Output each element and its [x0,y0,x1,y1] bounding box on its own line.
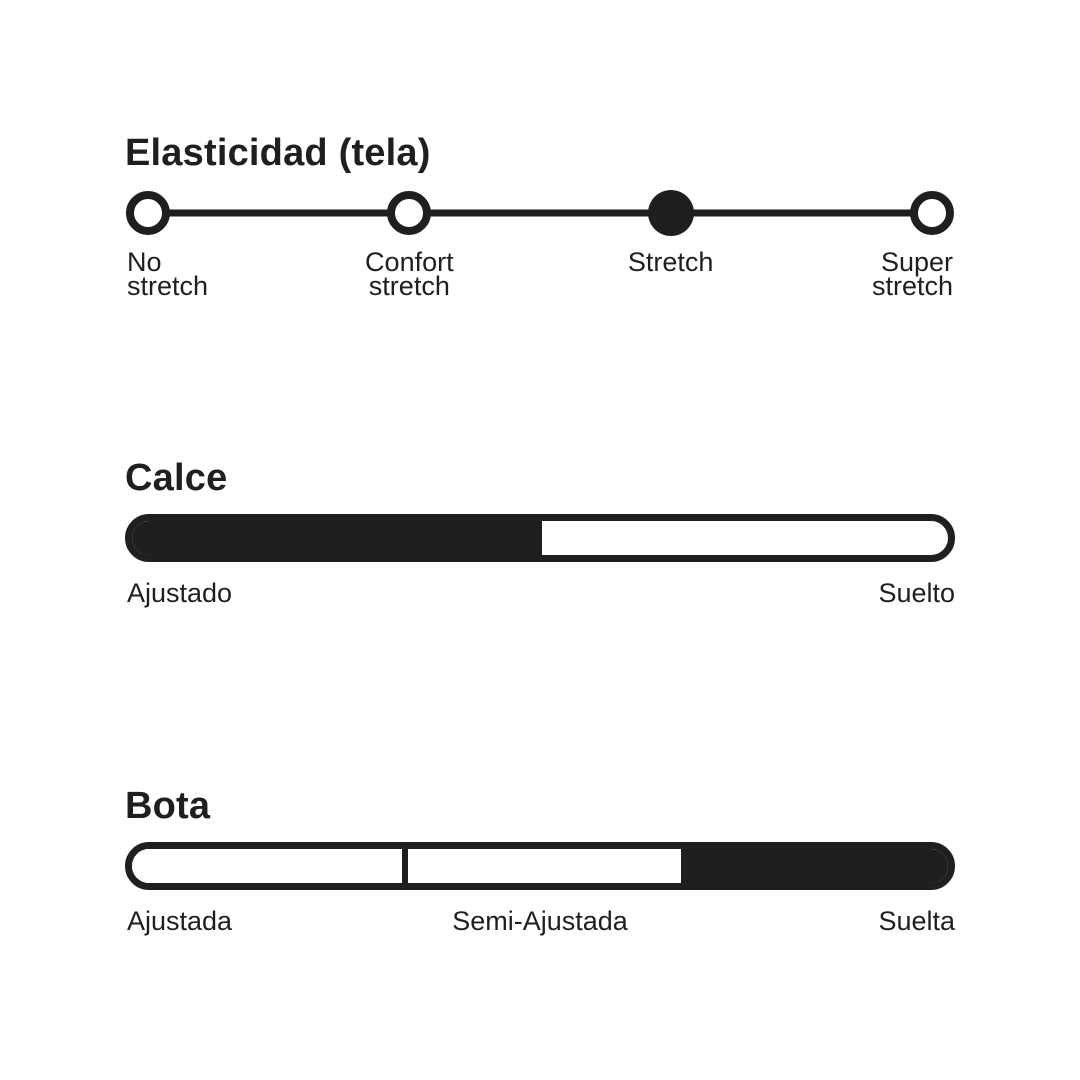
fit-bar-labels: Ajustado Suelto [125,578,955,610]
scale-label-confort-stretch: Confort stretch [365,247,454,301]
boot-segment-semi-ajustada [408,849,681,883]
boot-section: Bota Ajustada Semi-Ajustada Suelta [125,783,955,938]
boot-title: Bota [125,785,211,827]
elasticity-section: Elasticidad (tela) No stretch Confort st… [125,130,955,312]
elasticity-title: Elasticidad (tela) [125,132,431,174]
scale-label-line: Super [880,247,953,277]
scale-point-super-stretch [910,191,954,235]
fit-section: Calce Ajustado Suelto [125,455,955,610]
scale-track [126,188,954,238]
boot-segment-suelta [680,849,948,883]
fit-bar [125,514,955,562]
scale-label-stretch: Stretch [627,247,714,277]
boot-label-ajustada: Ajustada [127,906,233,936]
scale-label-line: stretch [368,271,450,301]
elasticity-scale-labels: No stretch Confort stretch Stretch Super… [125,247,955,312]
scale-label-no-stretch: No stretch [127,247,209,301]
elasticity-scale [125,188,955,238]
fit-label-max: Suelto [878,578,955,608]
scale-label-line: No [127,247,162,277]
boot-segment-ajustada [132,849,403,883]
scale-point-no-stretch [126,191,170,235]
fit-label-min: Ajustado [127,578,233,608]
boot-label-suelta: Suelta [878,906,955,936]
scale-label-line: Confort [365,247,454,277]
scale-label-line: stretch [127,271,209,301]
fit-title: Calce [125,457,228,499]
scale-label-super-stretch: Super stretch [871,247,953,301]
scale-label-line: stretch [871,271,953,301]
boot-bar-labels: Ajustada Semi-Ajustada Suelta [125,906,955,938]
boot-bar [125,842,955,890]
fit-bar-fill [132,521,543,555]
scale-line [148,209,932,217]
boot-label-semi-ajustada: Semi-Ajustada [452,906,628,936]
boot-segment-divider [402,849,409,883]
scale-point-confort-stretch [387,191,432,235]
scale-point-stretch [647,190,694,236]
scale-label-line: Stretch [627,247,714,277]
